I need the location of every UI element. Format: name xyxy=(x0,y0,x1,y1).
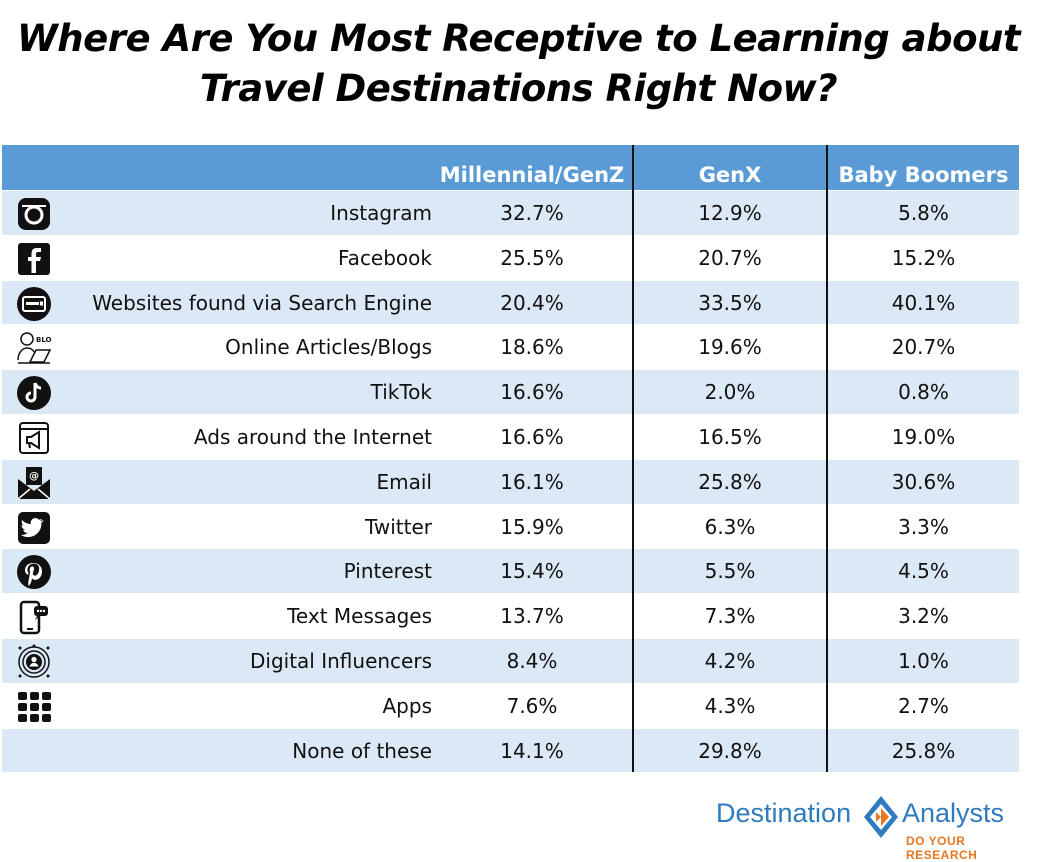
cell-millennial-genz: 18.6% xyxy=(500,335,564,360)
cell-baby-boomers: 15.2% xyxy=(891,245,956,270)
data-table: Millennial/GenZ GenX Baby Boomers Instag… xyxy=(2,145,1019,773)
cell-baby-boomers: 3.3% xyxy=(898,514,949,539)
row-label: Ads around the Internet xyxy=(193,424,432,449)
cell-genx: 20.7% xyxy=(698,245,762,270)
cell-genx: 25.8% xyxy=(698,469,762,494)
chart-title: Where Are You Most Receptive to Learning… xyxy=(0,14,1037,114)
instagram-icon xyxy=(16,196,52,232)
table-body: Instagram 32.7% 12.9% 5.8% Facebook 25.5% 20.7… xyxy=(2,190,1019,773)
table-row: Pinterest 15.4% 5.5% 4.5% xyxy=(2,548,1019,594)
cell-millennial-genz: 15.4% xyxy=(500,559,564,584)
row-label: Websites found via Search Engine xyxy=(92,290,432,315)
logo-word-analysts: Analysts xyxy=(902,798,1005,828)
cell-millennial-genz: 25.5% xyxy=(500,245,564,270)
row-label: Instagram xyxy=(330,201,432,225)
cell-millennial-genz: 8.4% xyxy=(506,648,558,673)
cell-baby-boomers: 40.1% xyxy=(891,290,956,315)
cell-genx: 7.3% xyxy=(704,604,756,629)
cell-millennial-genz: 16.1% xyxy=(500,469,564,494)
phone-message-icon xyxy=(16,599,52,635)
blog-icon: BLOG xyxy=(16,330,52,366)
web-ad-megaphone-icon xyxy=(16,420,52,456)
row-label: Text Messages xyxy=(287,604,432,629)
cell-baby-boomers: 4.5% xyxy=(898,559,949,584)
row-label: Facebook xyxy=(338,245,432,270)
table-row: @ Email 16.1% 25.8% 30.6% xyxy=(2,458,1019,504)
cell-baby-boomers: 1.0% xyxy=(898,648,949,673)
cell-genx: 6.3% xyxy=(704,514,756,539)
title-line-2: Travel Destinations Right Now? xyxy=(199,67,838,110)
column-divider xyxy=(632,145,634,772)
cell-genx: 2.0% xyxy=(704,380,756,405)
row-label: Twitter xyxy=(364,514,432,539)
table-row: TikTok 16.6% 2.0% 0.8% xyxy=(2,369,1019,414)
table-row: BLOG Online Articles/Blogs 18.6% 19.6% 20.7% xyxy=(2,324,1019,370)
cell-genx: 29.8% xyxy=(698,738,762,763)
browser-search-icon xyxy=(16,286,52,322)
cell-millennial-genz: 14.1% xyxy=(500,738,564,763)
cell-millennial-genz: 16.6% xyxy=(500,424,564,449)
logo-word-destination: Destination xyxy=(716,798,852,828)
table-row: Websites found via Search Engine 20.4% 33.… xyxy=(2,279,1019,325)
cell-baby-boomers: 3.2% xyxy=(898,604,949,629)
logo-tagline: DO YOUR RESEARCH xyxy=(906,834,978,862)
email-envelope-icon: @ xyxy=(16,465,52,501)
row-label: Online Articles/Blogs xyxy=(225,335,432,360)
table-header: Millennial/GenZ GenX Baby Boomers xyxy=(2,145,1019,190)
row-label: Digital Influencers xyxy=(250,648,432,673)
column-header-baby-boomers: Baby Boomers xyxy=(838,163,1009,187)
cell-baby-boomers: 20.7% xyxy=(891,335,956,360)
cell-baby-boomers: 25.8% xyxy=(891,738,956,763)
table-row: Apps 7.6% 4.3% 2.7% xyxy=(2,682,1019,728)
row-label: Apps xyxy=(382,693,433,718)
tiktok-icon xyxy=(16,375,52,411)
pinterest-icon xyxy=(16,554,52,590)
row-label: Email xyxy=(376,469,433,494)
cell-genx: 5.5% xyxy=(704,559,756,584)
column-header-genx: GenX xyxy=(698,163,762,187)
svg-text:@: @ xyxy=(29,471,39,482)
cell-genx: 4.2% xyxy=(704,648,756,673)
cell-genx: 4.3% xyxy=(704,693,756,718)
table-row: Text Messages 13.7% 7.3% 3.2% xyxy=(2,593,1019,638)
cell-baby-boomers: 2.7% xyxy=(898,693,949,718)
table-row: Twitter 15.9% 6.3% 3.3% xyxy=(2,503,1019,549)
row-label: Pinterest xyxy=(343,559,432,584)
title-line-1: Where Are You Most Receptive to Learning… xyxy=(16,17,1021,60)
column-divider xyxy=(826,145,828,772)
cell-baby-boomers: 0.8% xyxy=(898,380,949,405)
cell-genx: 33.5% xyxy=(698,290,762,315)
table-row: Facebook 25.5% 20.7% 15.2% xyxy=(2,234,1019,280)
cell-baby-boomers: 30.6% xyxy=(891,469,956,494)
cell-genx: 12.9% xyxy=(698,201,762,225)
cell-genx: 19.6% xyxy=(698,335,762,360)
apps-grid-icon xyxy=(16,689,52,725)
table-row: Digital Influencers 8.4% 4.2% 1.0% xyxy=(2,637,1019,683)
svg-text:BLOG: BLOG xyxy=(36,336,52,344)
cell-genx: 16.5% xyxy=(698,424,762,449)
table-row: Ads around the Internet 16.6% 16.5% 19.0% xyxy=(2,413,1019,459)
cell-millennial-genz: 13.7% xyxy=(500,604,564,629)
cell-millennial-genz: 20.4% xyxy=(500,290,564,315)
influencer-icon xyxy=(16,644,52,680)
column-header-millennial-genz: Millennial/GenZ xyxy=(439,163,625,187)
row-label: TikTok xyxy=(370,380,432,405)
row-label: None of these xyxy=(292,738,432,763)
logo-diamond-icon xyxy=(864,796,898,838)
cell-millennial-genz: 15.9% xyxy=(500,514,564,539)
table-row: Instagram 32.7% 12.9% 5.8% xyxy=(2,190,1019,235)
cell-millennial-genz: 16.6% xyxy=(500,380,564,405)
cell-baby-boomers: 19.0% xyxy=(891,424,956,449)
cell-millennial-genz: 7.6% xyxy=(506,693,558,718)
twitter-icon xyxy=(16,510,52,546)
cell-baby-boomers: 5.8% xyxy=(898,201,949,225)
cell-millennial-genz: 32.7% xyxy=(500,201,564,225)
facebook-icon xyxy=(16,241,52,277)
table-row: None of these 14.1% 29.8% 25.8% xyxy=(2,727,1019,773)
destination-analysts-logo: Destination Analysts DO YOUR RESEARCH xyxy=(716,794,1026,862)
